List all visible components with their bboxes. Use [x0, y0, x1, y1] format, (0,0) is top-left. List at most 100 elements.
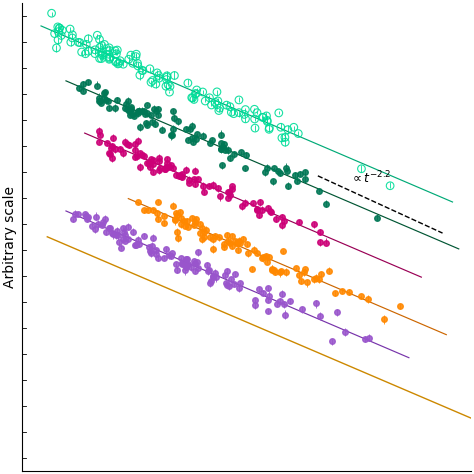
Point — [109, 230, 117, 238]
Point — [316, 312, 324, 320]
Point — [141, 207, 148, 214]
Point — [115, 59, 123, 67]
Point — [130, 112, 138, 120]
Point — [208, 277, 215, 285]
Point — [53, 44, 60, 52]
Point — [183, 255, 191, 263]
Point — [316, 228, 324, 236]
Point — [295, 218, 303, 225]
Point — [223, 267, 230, 275]
Point — [250, 246, 257, 254]
Point — [99, 50, 106, 57]
Point — [54, 23, 62, 31]
Point — [141, 107, 148, 115]
Point — [98, 42, 106, 49]
Point — [162, 82, 170, 90]
Point — [91, 46, 99, 54]
Point — [215, 233, 222, 241]
Point — [194, 175, 201, 182]
Point — [134, 60, 141, 67]
Point — [259, 114, 267, 121]
Point — [160, 212, 167, 219]
Point — [185, 223, 192, 231]
Point — [256, 198, 264, 206]
Point — [80, 80, 87, 88]
Point — [147, 249, 155, 257]
Point — [215, 107, 223, 114]
Point — [251, 296, 259, 304]
Point — [189, 138, 197, 146]
Point — [117, 57, 124, 64]
Point — [301, 169, 309, 176]
Point — [123, 105, 130, 112]
Point — [83, 215, 91, 223]
Point — [206, 139, 214, 146]
Point — [162, 164, 169, 172]
Point — [109, 229, 116, 237]
Point — [154, 198, 162, 205]
Point — [301, 175, 309, 183]
Point — [111, 104, 118, 112]
Point — [145, 159, 152, 166]
Point — [182, 166, 190, 174]
Point — [208, 101, 215, 109]
Point — [298, 277, 305, 285]
Point — [216, 192, 224, 200]
Point — [125, 108, 133, 115]
Point — [211, 232, 219, 240]
Point — [102, 96, 110, 103]
Point — [236, 239, 244, 246]
Point — [133, 153, 140, 160]
Point — [122, 100, 129, 108]
Point — [227, 191, 234, 199]
Point — [263, 258, 271, 266]
Point — [209, 235, 217, 243]
Point — [125, 55, 133, 63]
Point — [282, 311, 289, 319]
Y-axis label: Arbitrary scale: Arbitrary scale — [3, 186, 17, 288]
Point — [224, 194, 232, 202]
Point — [281, 301, 288, 308]
Point — [333, 308, 340, 316]
Point — [148, 118, 156, 126]
Point — [131, 153, 139, 161]
Point — [315, 187, 322, 194]
Point — [156, 164, 164, 172]
Point — [255, 211, 263, 219]
Point — [228, 182, 236, 190]
Point — [264, 296, 271, 304]
Point — [317, 270, 325, 278]
Point — [100, 41, 108, 48]
Point — [93, 82, 101, 89]
Point — [145, 160, 153, 167]
Point — [147, 155, 155, 163]
Point — [119, 60, 127, 68]
Point — [105, 44, 113, 52]
Point — [78, 48, 85, 56]
Point — [97, 48, 105, 56]
Point — [146, 244, 153, 251]
Point — [253, 249, 261, 257]
Point — [283, 164, 290, 172]
Point — [231, 237, 239, 245]
Point — [213, 88, 221, 96]
Point — [181, 266, 189, 274]
Point — [147, 78, 155, 86]
Point — [250, 199, 257, 207]
Point — [188, 94, 195, 101]
Point — [323, 239, 330, 246]
Point — [279, 248, 287, 255]
Point — [119, 149, 127, 157]
Point — [264, 204, 272, 212]
Point — [312, 275, 319, 283]
Point — [202, 227, 210, 234]
Point — [295, 271, 303, 278]
Point — [263, 112, 270, 119]
Point — [103, 228, 110, 236]
Point — [120, 228, 128, 236]
Point — [192, 135, 200, 143]
Point — [173, 260, 180, 268]
Point — [71, 210, 79, 218]
Point — [149, 160, 157, 167]
Point — [211, 99, 219, 106]
